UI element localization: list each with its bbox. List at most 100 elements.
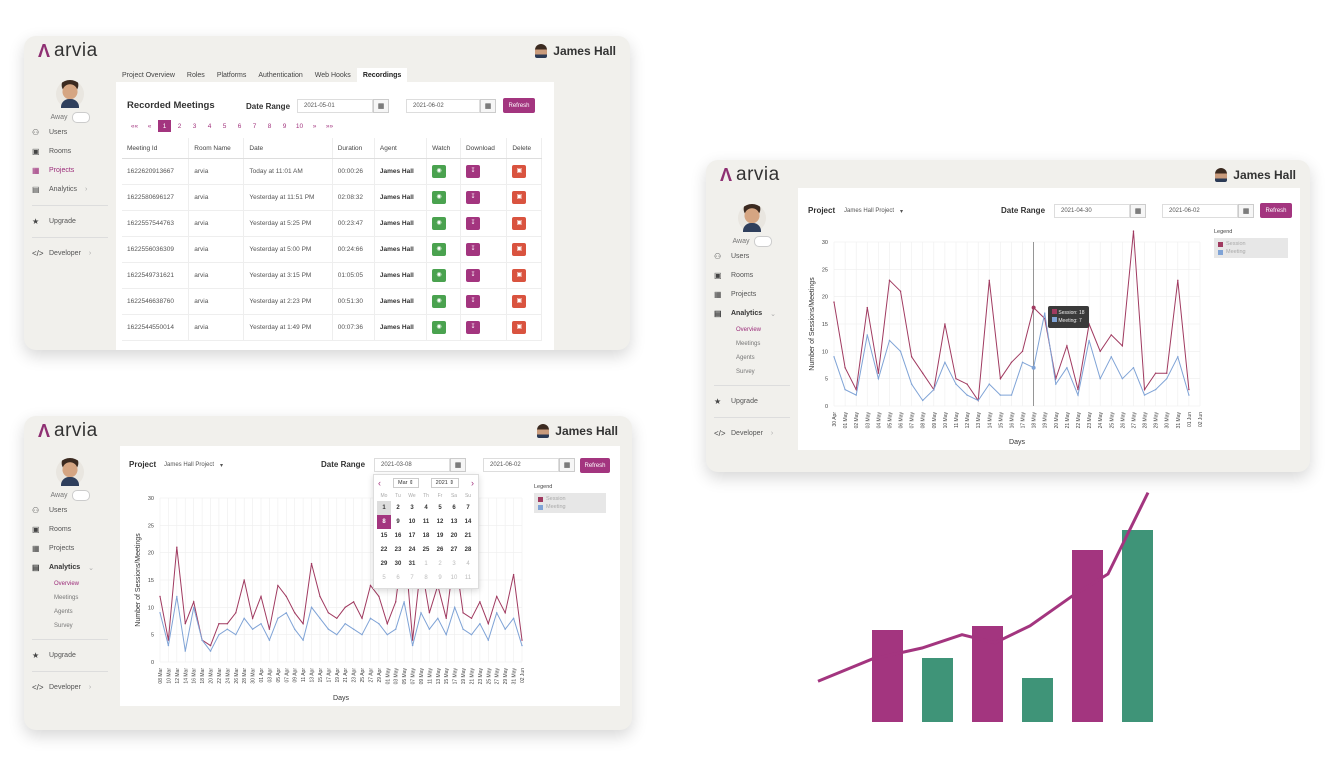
page-6[interactable]: 6 xyxy=(237,122,242,130)
data-point[interactable] xyxy=(844,388,846,391)
column-header[interactable]: Meeting Id xyxy=(122,138,190,159)
away-toggle[interactable] xyxy=(71,490,90,501)
data-point[interactable] xyxy=(1110,334,1112,336)
data-point[interactable] xyxy=(1021,350,1024,353)
sidebar-sub-survey[interactable]: Survey xyxy=(736,369,755,375)
calendar-day[interactable]: 6 xyxy=(452,505,456,511)
data-point[interactable] xyxy=(411,639,414,641)
data-point[interactable] xyxy=(268,628,271,630)
data-point[interactable] xyxy=(386,633,389,636)
data-point[interactable] xyxy=(877,377,880,380)
data-point[interactable] xyxy=(395,628,397,630)
column-header[interactable]: Watch xyxy=(426,138,461,159)
data-point[interactable] xyxy=(888,339,891,342)
data-point[interactable] xyxy=(1088,339,1090,342)
delete-button[interactable]: ▣ xyxy=(512,243,527,256)
user-menu[interactable]: James Hall xyxy=(537,424,618,438)
data-point[interactable] xyxy=(988,279,990,281)
download-button[interactable]: ↧ xyxy=(465,165,480,178)
data-point[interactable] xyxy=(866,334,868,336)
watch-button[interactable]: ◉ xyxy=(432,269,447,282)
data-point[interactable] xyxy=(192,601,195,603)
data-point[interactable] xyxy=(521,644,523,647)
data-point[interactable] xyxy=(988,383,990,385)
data-point[interactable] xyxy=(411,644,414,647)
data-point[interactable] xyxy=(159,595,161,598)
data-point[interactable] xyxy=(1099,377,1101,380)
calendar-day[interactable]: 3 xyxy=(410,505,414,511)
calendar-day[interactable]: 4 xyxy=(466,561,470,567)
calendar-day[interactable]: 9 xyxy=(396,519,400,525)
calendar-day[interactable]: 7 xyxy=(466,505,470,511)
data-point[interactable] xyxy=(1154,372,1157,374)
calendar-icon[interactable]: ▦ xyxy=(1238,204,1254,218)
data-point[interactable] xyxy=(386,623,389,625)
sidebar-sub-agents[interactable]: Agents xyxy=(736,355,755,361)
calendar-day[interactable]: 12 xyxy=(436,519,444,525)
data-point[interactable] xyxy=(395,601,397,603)
sidebar-item-rooms[interactable]: ▣ Rooms xyxy=(24,142,116,161)
data-point[interactable] xyxy=(977,399,979,402)
sidebar-item-developer[interactable]: </> Developer › xyxy=(706,424,798,443)
profile-avatar[interactable] xyxy=(56,458,84,486)
data-point[interactable] xyxy=(866,306,868,309)
page-10[interactable]: 10 xyxy=(295,122,304,130)
data-point[interactable] xyxy=(1088,323,1090,325)
data-point[interactable] xyxy=(293,628,296,630)
sidebar-item-upgrade[interactable]: ★ Upgrade xyxy=(706,392,798,411)
sidebar-item-rooms[interactable]: ▣ Rooms xyxy=(706,266,798,285)
table-row[interactable]: 1622546638760 arvia Yesterday at 2:23 PM 00… xyxy=(122,288,542,315)
sidebar-sub-survey[interactable]: Survey xyxy=(54,623,73,629)
data-point[interactable] xyxy=(302,623,304,625)
calendar-day[interactable]: 21 xyxy=(464,533,472,539)
watch-button[interactable]: ◉ xyxy=(432,243,447,256)
refresh-button[interactable]: Refresh xyxy=(580,458,610,473)
tab-roles[interactable]: Roles xyxy=(186,72,205,79)
calendar-day[interactable]: 5 xyxy=(382,575,386,581)
chevron-left-icon[interactable]: ‹ xyxy=(378,478,381,488)
page-1[interactable]: 1 xyxy=(158,120,171,132)
data-point[interactable] xyxy=(855,394,857,396)
page-prev[interactable]: « xyxy=(147,122,152,130)
data-point[interactable] xyxy=(1188,388,1190,391)
sidebar-item-rooms[interactable]: ▣ Rooms xyxy=(24,520,116,539)
data-point[interactable] xyxy=(933,388,935,391)
data-point[interactable] xyxy=(453,606,456,609)
arvia-logo[interactable]: Λ arvia xyxy=(720,164,780,186)
calendar-day[interactable]: 18 xyxy=(422,533,430,539)
user-menu[interactable]: James Hall xyxy=(1215,168,1296,182)
data-point[interactable] xyxy=(260,623,262,625)
data-point[interactable] xyxy=(1177,356,1179,358)
calendar-day[interactable]: 8 xyxy=(424,575,428,581)
sidebar-sub-overview[interactable]: Overview xyxy=(736,327,762,333)
calendar-icon[interactable]: ▦ xyxy=(450,458,466,472)
data-point[interactable] xyxy=(184,650,186,652)
data-point[interactable] xyxy=(470,617,473,619)
data-point[interactable] xyxy=(1066,345,1068,347)
data-point[interactable] xyxy=(512,617,515,619)
profile-avatar[interactable] xyxy=(56,80,84,108)
data-point[interactable] xyxy=(910,356,913,358)
page-9[interactable]: 9 xyxy=(282,122,287,130)
sidebar-sub-meetings[interactable]: Meetings xyxy=(54,595,79,601)
data-point[interactable] xyxy=(470,633,473,636)
data-point[interactable] xyxy=(888,279,891,281)
calendar-day[interactable]: 6 xyxy=(396,575,400,581)
column-header[interactable]: Date xyxy=(243,138,333,159)
data-point[interactable] xyxy=(327,628,330,630)
page-next[interactable]: » xyxy=(312,122,317,130)
data-point[interactable] xyxy=(352,601,355,603)
data-point[interactable] xyxy=(521,639,523,641)
calendar-day[interactable]: 10 xyxy=(450,575,458,581)
month-select[interactable]: Mar ⇕ xyxy=(392,478,419,488)
page-last[interactable]: »» xyxy=(325,122,334,130)
data-point[interactable] xyxy=(999,377,1002,380)
data-point[interactable] xyxy=(496,595,498,598)
data-point[interactable] xyxy=(403,601,405,603)
calendar-day[interactable]: 8 xyxy=(377,515,391,529)
data-point[interactable] xyxy=(1099,350,1101,353)
data-point[interactable] xyxy=(844,367,846,369)
data-point[interactable] xyxy=(899,350,902,353)
tab-recordings[interactable]: Recordings xyxy=(356,68,408,83)
data-point[interactable] xyxy=(922,372,924,374)
